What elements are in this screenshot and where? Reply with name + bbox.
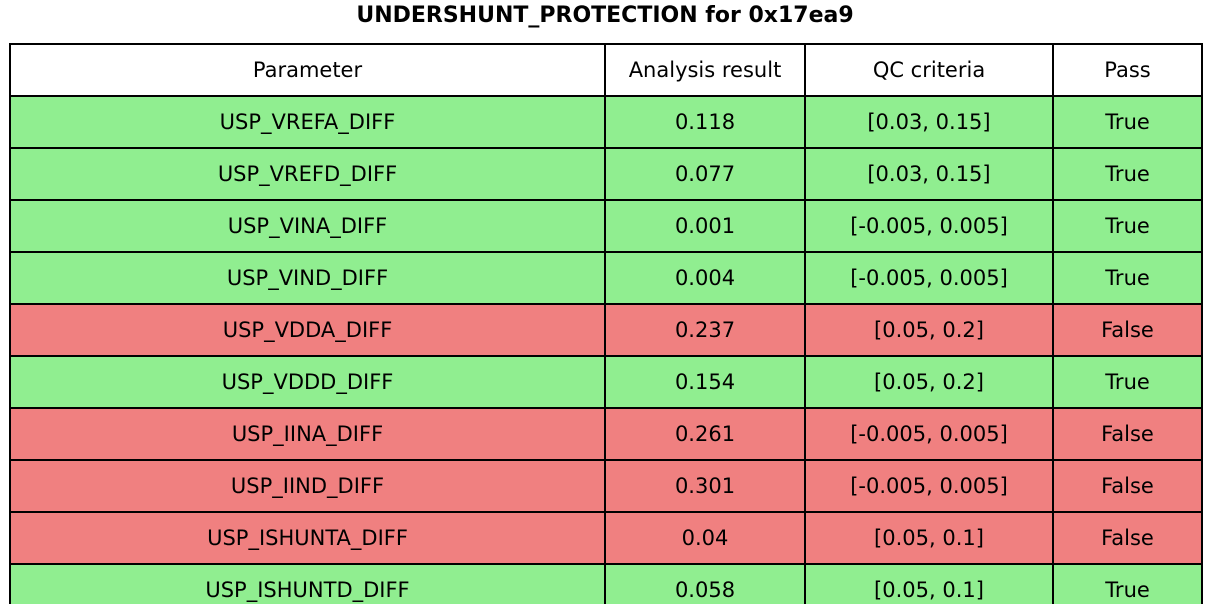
column-header-qc-criteria: QC criteria [804,43,1054,97]
cell-parameter: USP_ISHUNTA_DIFF [9,511,606,565]
cell-analysis-result: 0.004 [604,251,806,305]
cell-qc-criteria: [-0.005, 0.005] [804,407,1054,461]
table-body: USP_VREFA_DIFF 0.118 [0.03, 0.15] True U… [9,95,1203,604]
cell-pass: True [1052,95,1203,149]
cell-qc-criteria: [0.05, 0.1] [804,511,1054,565]
cell-pass: True [1052,199,1203,253]
table-row: USP_VREFA_DIFF 0.118 [0.03, 0.15] True [9,95,1203,149]
table-row: USP_IIND_DIFF 0.301 [-0.005, 0.005] Fals… [9,459,1203,513]
table-row: USP_VINA_DIFF 0.001 [-0.005, 0.005] True [9,199,1203,253]
cell-pass: True [1052,147,1203,201]
cell-analysis-result: 0.118 [604,95,806,149]
cell-qc-criteria: [-0.005, 0.005] [804,459,1054,513]
cell-analysis-result: 0.04 [604,511,806,565]
cell-qc-criteria: [0.03, 0.15] [804,147,1054,201]
cell-pass: True [1052,251,1203,305]
cell-analysis-result: 0.154 [604,355,806,409]
column-header-parameter: Parameter [9,43,606,97]
cell-qc-criteria: [-0.005, 0.005] [804,199,1054,253]
cell-analysis-result: 0.301 [604,459,806,513]
cell-parameter: USP_VINA_DIFF [9,199,606,253]
cell-parameter: USP_VREFA_DIFF [9,95,606,149]
table-row: USP_IINA_DIFF 0.261 [-0.005, 0.005] Fals… [9,407,1203,461]
cell-pass: False [1052,511,1203,565]
cell-parameter: USP_ISHUNTD_DIFF [9,563,606,604]
cell-parameter: USP_VDDA_DIFF [9,303,606,357]
cell-qc-criteria: [0.03, 0.15] [804,95,1054,149]
cell-qc-criteria: [0.05, 0.2] [804,303,1054,357]
cell-parameter: USP_IIND_DIFF [9,459,606,513]
qc-results-table: Parameter Analysis result QC criteria Pa… [9,43,1203,604]
page-title: UNDERSHUNT_PROTECTION for 0x17ea9 [356,3,854,28]
table-row: USP_VDDD_DIFF 0.154 [0.05, 0.2] True [9,355,1203,409]
cell-analysis-result: 0.001 [604,199,806,253]
table-row: USP_ISHUNTA_DIFF 0.04 [0.05, 0.1] False [9,511,1203,565]
cell-analysis-result: 0.261 [604,407,806,461]
cell-qc-criteria: [-0.005, 0.005] [804,251,1054,305]
cell-analysis-result: 0.077 [604,147,806,201]
cell-analysis-result: 0.058 [604,563,806,604]
cell-parameter: USP_VDDD_DIFF [9,355,606,409]
cell-parameter: USP_VIND_DIFF [9,251,606,305]
table-row: USP_ISHUNTD_DIFF 0.058 [0.05, 0.1] True [9,563,1203,604]
table-row: USP_VREFD_DIFF 0.077 [0.03, 0.15] True [9,147,1203,201]
table-row: USP_VIND_DIFF 0.004 [-0.005, 0.005] True [9,251,1203,305]
cell-pass: False [1052,407,1203,461]
table-row: USP_VDDA_DIFF 0.237 [0.05, 0.2] False [9,303,1203,357]
cell-qc-criteria: [0.05, 0.1] [804,563,1054,604]
cell-parameter: USP_VREFD_DIFF [9,147,606,201]
cell-parameter: USP_IINA_DIFF [9,407,606,461]
cell-pass: True [1052,355,1203,409]
cell-qc-criteria: [0.05, 0.2] [804,355,1054,409]
cell-pass: True [1052,563,1203,604]
column-header-pass: Pass [1052,43,1203,97]
header-row: Parameter Analysis result QC criteria Pa… [9,43,1203,97]
cell-pass: False [1052,303,1203,357]
cell-pass: False [1052,459,1203,513]
column-header-analysis-result: Analysis result [604,43,806,97]
cell-analysis-result: 0.237 [604,303,806,357]
